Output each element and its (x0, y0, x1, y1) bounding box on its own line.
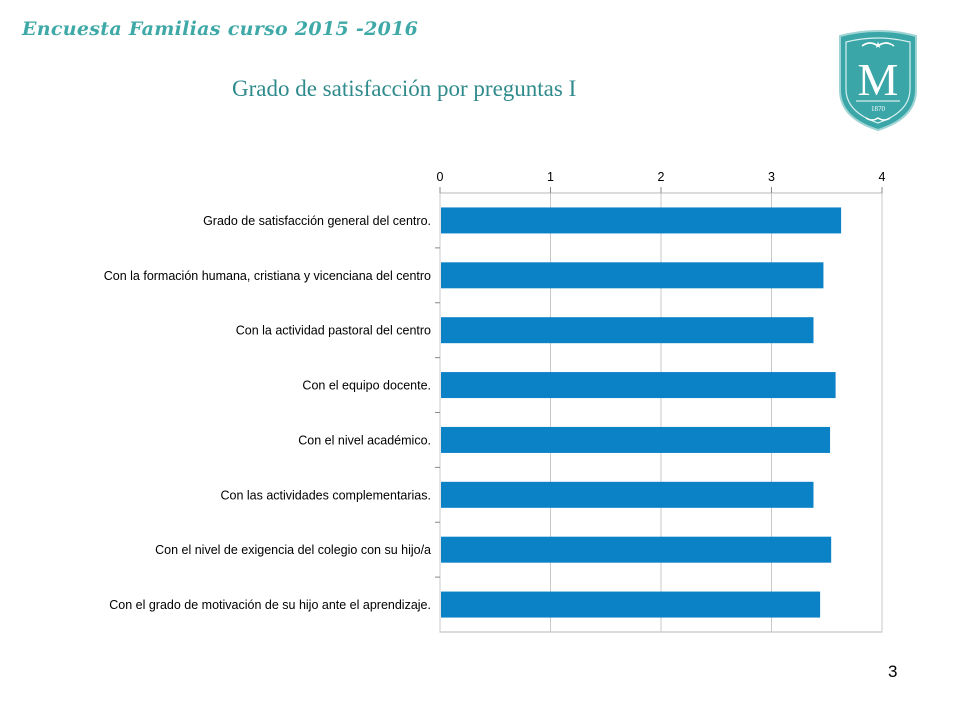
bar (441, 536, 832, 563)
x-tick-label: 4 (879, 170, 886, 184)
bar (441, 591, 821, 618)
school-logo: ★ M 1870 (839, 30, 917, 132)
logo-letter: M (858, 54, 899, 105)
category-label: Con el equipo docente. (302, 379, 431, 393)
page-number: 3 (888, 662, 898, 681)
category-label: Con la actividad pastoral del centro (236, 324, 431, 338)
bar (441, 207, 842, 234)
bar (441, 262, 824, 289)
category-label: Con el grado de motivación de su hijo an… (109, 598, 431, 612)
category-label: Con el nivel de exigencia del colegio co… (155, 543, 431, 557)
bar (441, 426, 831, 453)
logo-crown-ornament (861, 42, 895, 47)
x-tick-label: 0 (437, 170, 444, 184)
slide-title: Grado de satisfacción por preguntas I (232, 76, 577, 101)
logo-year: 1870 (871, 105, 886, 113)
logo-bottom-ornament (865, 117, 891, 121)
logo-star-icon: ★ (874, 41, 882, 51)
survey-title: Encuesta Familias curso 2015 -2016 (22, 18, 419, 40)
bar (441, 372, 836, 399)
x-tick-label: 3 (768, 170, 775, 184)
x-tick-label: 1 (547, 170, 554, 184)
category-label: Con la formación humana, cristiana y vic… (104, 269, 431, 283)
category-label: Con el nivel académico. (298, 433, 431, 447)
x-tick-label: 2 (658, 170, 665, 184)
category-label: Grado de satisfacción general del centro… (203, 214, 431, 228)
logo-inner-border (845, 37, 911, 124)
logo-shield-shape (839, 30, 917, 132)
category-label: Con las actividades complementarias. (220, 488, 431, 502)
bar (441, 481, 814, 508)
bar (441, 317, 814, 344)
